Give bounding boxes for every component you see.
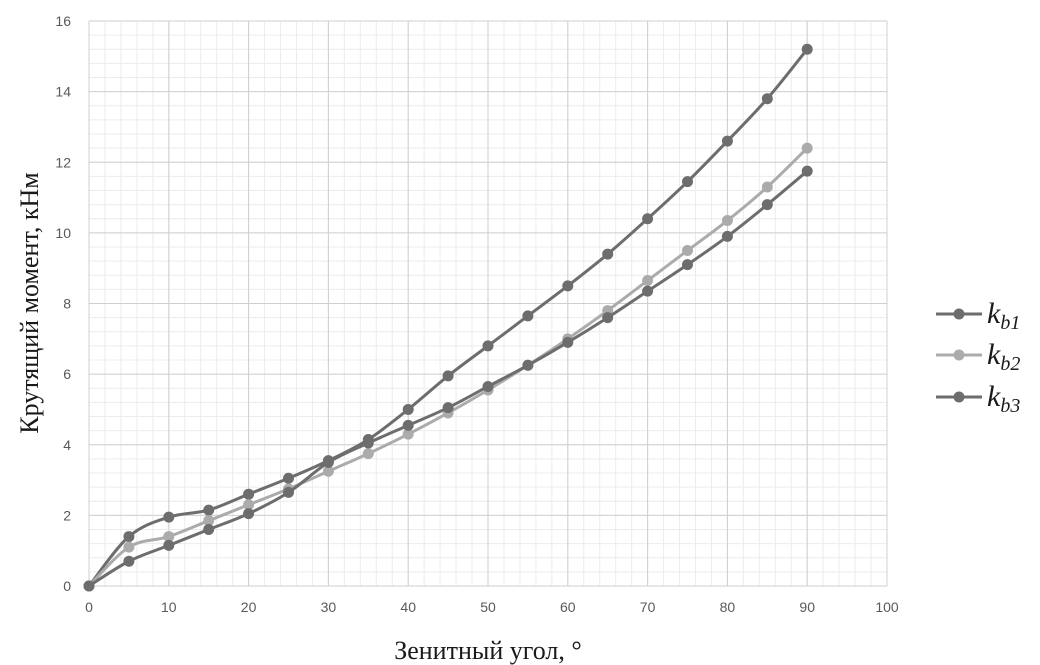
data-point-k_b3: [721, 230, 733, 242]
data-point-k_b3: [402, 419, 414, 431]
legend-label: kb2: [987, 338, 1020, 375]
data-point-k_b3: [482, 380, 494, 392]
data-point-k_b1: [761, 93, 773, 105]
data-point-k_b1: [562, 280, 574, 292]
legend-marker: [953, 308, 965, 320]
data-point-k_b3: [682, 259, 693, 271]
data-point-k_b1: [402, 403, 414, 415]
data-point-k_b3: [442, 402, 454, 414]
data-point-k_b2: [761, 181, 773, 193]
x-tick-label: 100: [875, 599, 899, 615]
legend-label: kb1: [987, 297, 1020, 334]
data-point-k_b3: [801, 165, 813, 177]
x-tick-label: 0: [85, 599, 93, 615]
series-layer: [83, 43, 813, 592]
data-point-k_b3: [243, 508, 255, 520]
data-point-k_b1: [801, 43, 813, 55]
y-axis-title: Крутящий момент, кНм: [15, 172, 44, 433]
data-point-k_b2: [402, 428, 414, 440]
data-point-k_b3: [203, 524, 215, 535]
series-k_b3: [83, 165, 813, 592]
legend: kb1 kb2 kb3: [936, 297, 1020, 417]
data-point-k_b3: [283, 486, 294, 498]
y-axis-ticks: 0 2 4 6 8 10 12 14 16: [55, 13, 71, 594]
data-point-k_b2: [322, 465, 334, 477]
data-point-k_b2: [203, 515, 215, 527]
x-tick-label: 50: [480, 599, 496, 615]
x-tick-label: 70: [640, 599, 656, 615]
legend-item-k_b2: kb2: [936, 338, 1020, 375]
x-tick-label: 20: [241, 599, 257, 615]
data-point-k_b2: [642, 275, 654, 287]
data-point-k_b2: [721, 215, 733, 227]
data-point-k_b3: [362, 437, 374, 449]
y-tick-label: 6: [63, 366, 71, 382]
data-point-k_b3: [522, 359, 534, 371]
y-tick-label: 0: [63, 578, 71, 594]
legend-item-k_b3: kb3: [936, 380, 1020, 417]
x-axis-title: Зенитный угол, °: [394, 636, 582, 665]
data-point-k_b1: [283, 472, 294, 484]
legend-marker: [953, 349, 965, 361]
y-tick-label: 16: [55, 13, 71, 29]
data-point-k_b1: [123, 531, 135, 543]
y-tick-label: 8: [63, 296, 71, 312]
data-point-k_b1: [203, 504, 215, 516]
y-tick-label: 2: [63, 507, 71, 523]
data-point-k_b3: [83, 580, 95, 592]
series-k_b2: [83, 142, 813, 592]
data-point-k_b1: [442, 370, 454, 382]
y-tick-label: 14: [55, 84, 71, 100]
legend-item-k_b1: kb1: [936, 297, 1020, 334]
data-point-k_b3: [602, 312, 614, 324]
y-tick-label: 12: [55, 154, 71, 170]
data-point-k_b3: [322, 456, 334, 468]
x-tick-label: 40: [400, 599, 416, 615]
data-point-k_b1: [243, 488, 255, 500]
data-point-k_b1: [482, 340, 494, 352]
data-point-k_b1: [163, 511, 175, 523]
data-point-k_b2: [801, 142, 813, 154]
data-point-k_b2: [243, 499, 255, 511]
x-tick-label: 10: [161, 599, 177, 615]
data-point-k_b1: [522, 310, 534, 322]
data-point-k_b2: [163, 531, 175, 543]
data-point-k_b2: [123, 541, 135, 553]
data-point-k_b1: [642, 213, 654, 225]
series-line-k_b2: [87, 147, 809, 588]
data-point-k_b1: [682, 176, 693, 188]
x-axis-ticks: 0 10 20 30 40 50 60 70 80 90 100: [85, 599, 899, 615]
data-point-k_b1: [721, 135, 733, 147]
data-point-k_b3: [163, 539, 175, 551]
x-tick-label: 30: [321, 599, 337, 615]
data-point-k_b3: [123, 555, 135, 567]
legend-marker: [953, 391, 965, 403]
data-point-k_b2: [362, 448, 374, 460]
data-point-k_b3: [562, 336, 574, 348]
y-tick-label: 4: [63, 437, 71, 453]
y-tick-label: 10: [55, 225, 71, 241]
data-point-k_b3: [761, 199, 773, 211]
data-point-k_b1: [602, 248, 614, 260]
data-point-k_b3: [642, 285, 654, 297]
legend-label: kb3: [987, 380, 1020, 417]
x-tick-label: 90: [799, 599, 815, 615]
x-tick-label: 80: [720, 599, 736, 615]
data-point-k_b2: [682, 245, 693, 257]
x-tick-label: 60: [560, 599, 576, 615]
